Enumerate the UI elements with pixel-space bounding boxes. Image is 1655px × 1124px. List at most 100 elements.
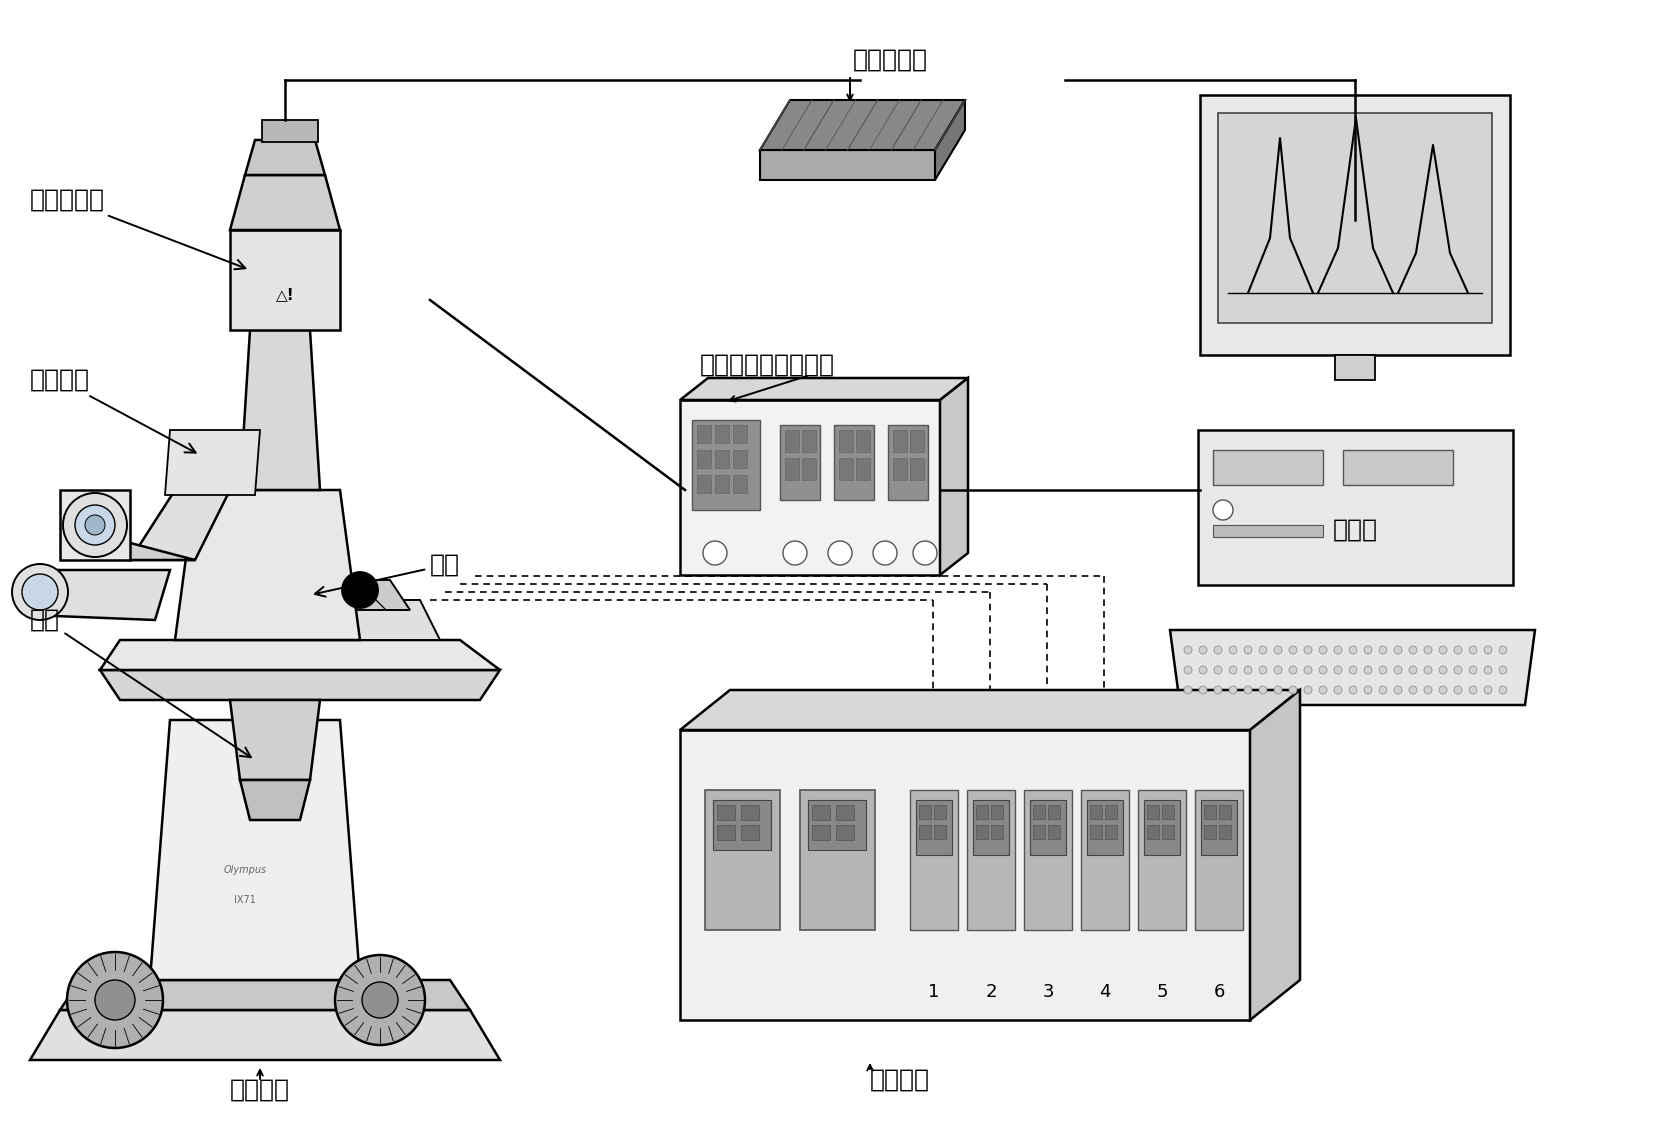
Circle shape <box>1483 686 1491 694</box>
Bar <box>887 425 927 500</box>
Circle shape <box>1423 646 1432 654</box>
Text: 数据采集器: 数据采集器 <box>852 48 927 72</box>
Text: 5: 5 <box>1155 984 1167 1001</box>
Bar <box>910 430 923 452</box>
Circle shape <box>1317 686 1326 694</box>
Circle shape <box>1273 667 1281 674</box>
Circle shape <box>1498 686 1506 694</box>
Bar <box>1089 805 1101 819</box>
Bar <box>717 805 735 821</box>
Bar <box>1048 805 1059 819</box>
Polygon shape <box>30 570 170 620</box>
Circle shape <box>1243 686 1251 694</box>
Circle shape <box>1243 646 1251 654</box>
Bar <box>799 790 874 930</box>
Circle shape <box>1394 686 1402 694</box>
Bar <box>733 425 746 443</box>
Circle shape <box>1213 686 1221 694</box>
Circle shape <box>1288 646 1296 654</box>
Polygon shape <box>230 700 319 780</box>
Polygon shape <box>230 175 339 230</box>
Circle shape <box>1334 686 1341 694</box>
Polygon shape <box>151 720 359 980</box>
Circle shape <box>1211 500 1233 520</box>
Polygon shape <box>240 330 319 490</box>
Circle shape <box>1243 667 1251 674</box>
Circle shape <box>872 541 897 565</box>
Bar <box>1195 790 1243 930</box>
Circle shape <box>1198 686 1206 694</box>
Bar <box>1218 805 1230 819</box>
Circle shape <box>703 541 727 565</box>
Bar <box>892 457 907 480</box>
Circle shape <box>1288 686 1296 694</box>
Polygon shape <box>680 729 1250 1019</box>
Text: 二维平台: 二维平台 <box>230 1078 290 1102</box>
Bar <box>1137 790 1185 930</box>
Bar <box>1218 114 1491 323</box>
Circle shape <box>1183 646 1192 654</box>
Bar <box>892 430 907 452</box>
Circle shape <box>1438 646 1446 654</box>
Circle shape <box>84 515 104 535</box>
Circle shape <box>1349 646 1355 654</box>
Bar <box>692 420 760 510</box>
Bar <box>261 120 318 142</box>
Circle shape <box>362 982 397 1018</box>
Circle shape <box>1198 646 1206 654</box>
Bar <box>1197 430 1513 584</box>
Bar <box>1203 825 1215 839</box>
Bar <box>713 800 771 850</box>
Circle shape <box>94 980 136 1019</box>
Bar <box>1147 805 1158 819</box>
Circle shape <box>1498 646 1506 654</box>
Circle shape <box>1349 686 1355 694</box>
Bar <box>705 790 780 930</box>
Bar <box>1218 825 1230 839</box>
Circle shape <box>1273 646 1281 654</box>
Circle shape <box>1302 686 1311 694</box>
Polygon shape <box>99 670 500 700</box>
Bar <box>910 790 958 930</box>
Bar <box>801 457 816 480</box>
Bar <box>1162 825 1173 839</box>
Circle shape <box>1213 667 1221 674</box>
Circle shape <box>334 955 425 1045</box>
Circle shape <box>1198 667 1206 674</box>
Circle shape <box>1334 667 1341 674</box>
Circle shape <box>1423 667 1432 674</box>
Circle shape <box>1302 646 1311 654</box>
Bar <box>839 457 852 480</box>
Text: 1: 1 <box>928 984 938 1001</box>
Bar <box>715 475 728 493</box>
Polygon shape <box>230 230 339 330</box>
Circle shape <box>1317 646 1326 654</box>
Polygon shape <box>190 580 410 610</box>
Bar <box>697 450 710 468</box>
Bar <box>780 425 819 500</box>
Polygon shape <box>245 140 324 175</box>
Circle shape <box>1394 667 1402 674</box>
Text: 3: 3 <box>1041 984 1053 1001</box>
Circle shape <box>12 564 68 620</box>
Polygon shape <box>30 1010 500 1060</box>
Text: 光电倍增管: 光电倍增管 <box>30 188 245 270</box>
Circle shape <box>1334 646 1341 654</box>
Bar <box>919 805 930 819</box>
Bar <box>733 450 746 468</box>
Circle shape <box>1483 646 1491 654</box>
Bar <box>715 450 728 468</box>
Circle shape <box>1453 686 1461 694</box>
Bar <box>1342 450 1451 484</box>
Circle shape <box>1228 686 1236 694</box>
Bar <box>990 825 1003 839</box>
Bar <box>1023 790 1071 930</box>
Circle shape <box>1394 646 1402 654</box>
Text: △!: △! <box>275 288 295 302</box>
Text: 4: 4 <box>1099 984 1111 1001</box>
Circle shape <box>343 572 377 608</box>
Bar <box>1033 805 1044 819</box>
Circle shape <box>1408 686 1417 694</box>
Circle shape <box>1438 686 1446 694</box>
Bar <box>740 805 758 821</box>
